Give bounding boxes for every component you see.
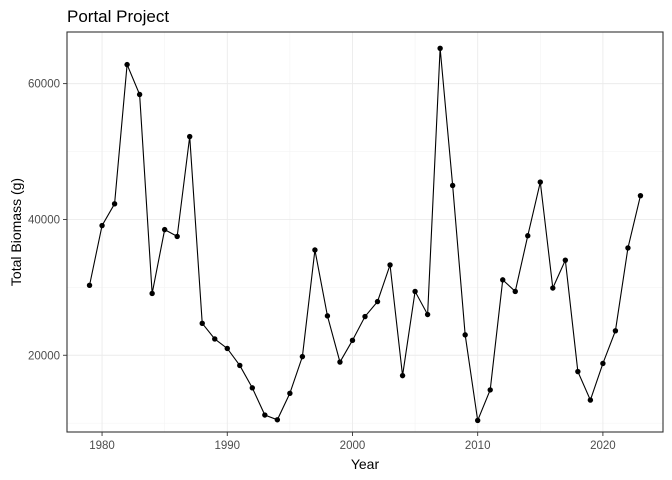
data-point bbox=[99, 222, 105, 229]
data-point bbox=[474, 417, 481, 424]
data-point bbox=[374, 298, 381, 305]
data-point bbox=[324, 313, 331, 319]
series-line bbox=[89, 48, 641, 423]
data-point bbox=[600, 360, 606, 367]
x-tick-label: 1980 bbox=[89, 440, 115, 452]
data-point bbox=[625, 245, 631, 251]
data-point bbox=[637, 192, 644, 199]
data-point bbox=[237, 362, 243, 369]
data-point bbox=[149, 290, 155, 297]
data-point bbox=[124, 61, 130, 68]
data-point bbox=[412, 288, 418, 295]
data-point bbox=[337, 359, 343, 365]
data-point bbox=[537, 179, 543, 185]
x-tick-label: 1990 bbox=[214, 440, 240, 452]
x-tick-label: 2000 bbox=[340, 440, 366, 452]
data-point bbox=[387, 262, 393, 268]
y-axis-title: Total Biomass (g) bbox=[8, 178, 24, 286]
data-point bbox=[161, 226, 168, 233]
data-point bbox=[399, 372, 406, 379]
data-point bbox=[487, 387, 493, 393]
data-point bbox=[349, 337, 356, 344]
x-tick-label: 2020 bbox=[590, 440, 616, 452]
plot-border bbox=[66, 31, 664, 433]
chart-title: Portal Project bbox=[67, 7, 169, 26]
y-tick-label: 40000 bbox=[28, 214, 60, 226]
x-axis-title: Year bbox=[351, 456, 380, 472]
data-point bbox=[500, 277, 506, 283]
data-point bbox=[111, 201, 118, 207]
data-point bbox=[86, 282, 93, 289]
data-point bbox=[512, 288, 518, 295]
data-point bbox=[424, 311, 431, 318]
data-point bbox=[462, 332, 468, 338]
data-point bbox=[550, 285, 556, 291]
data-point bbox=[575, 368, 581, 375]
data-point bbox=[587, 397, 594, 403]
y-tick-label: 20000 bbox=[28, 350, 60, 362]
data-point bbox=[249, 385, 256, 391]
data-point bbox=[449, 182, 456, 189]
data-point bbox=[525, 233, 531, 239]
data-point bbox=[612, 328, 619, 334]
data-point bbox=[312, 247, 318, 253]
data-point bbox=[224, 345, 230, 352]
data-point bbox=[199, 320, 205, 327]
data-point bbox=[187, 133, 193, 140]
y-tick-label: 60000 bbox=[28, 79, 60, 91]
data-point bbox=[362, 313, 368, 320]
data-point bbox=[299, 353, 306, 360]
data-point bbox=[274, 417, 281, 423]
data-point bbox=[174, 233, 180, 240]
data-point bbox=[212, 336, 218, 342]
x-tick-label: 2010 bbox=[465, 440, 491, 452]
data-point bbox=[136, 91, 143, 98]
data-point bbox=[287, 390, 293, 396]
data-point bbox=[437, 45, 443, 51]
data-point bbox=[562, 257, 569, 263]
plot-panel: 1980 1990 2000 2010 2020 20000 40000 60000 bbox=[28, 31, 664, 452]
data-point bbox=[262, 412, 268, 418]
